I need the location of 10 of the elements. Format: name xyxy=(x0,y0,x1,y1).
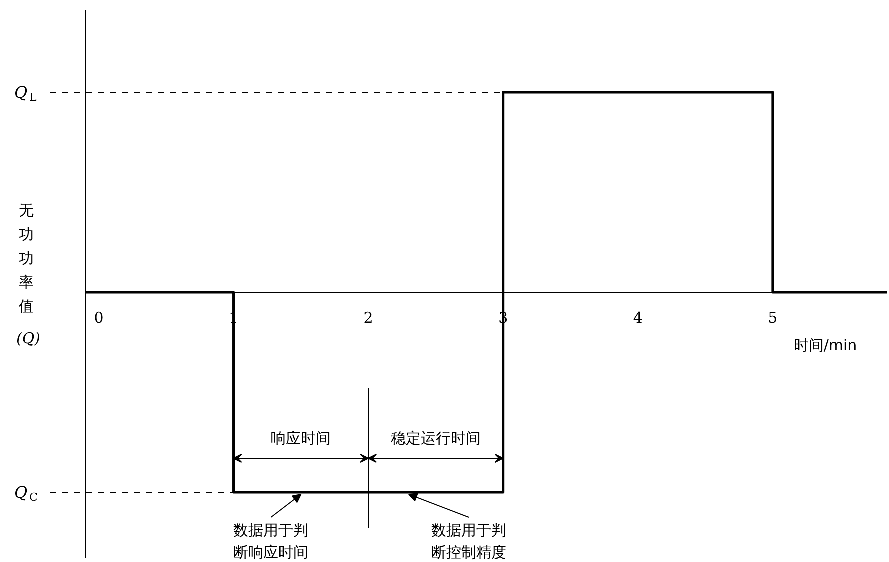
x-tick-label: 0 xyxy=(94,309,104,327)
x-axis-title: 时间/min xyxy=(794,336,858,354)
annotation: 数据用于判断控制精度 xyxy=(431,522,506,562)
x-tick-label: 5 xyxy=(768,309,778,327)
annotation: 稳定运行时间 xyxy=(390,430,481,448)
x-tick-label: 2 xyxy=(364,309,374,327)
annotation: 响应时间 xyxy=(271,430,332,448)
x-tick-label: 4 xyxy=(633,309,643,327)
annotation: 数据用于判断响应时间 xyxy=(234,522,309,562)
y-axis-title: 无功功率值(Q) xyxy=(16,202,41,348)
